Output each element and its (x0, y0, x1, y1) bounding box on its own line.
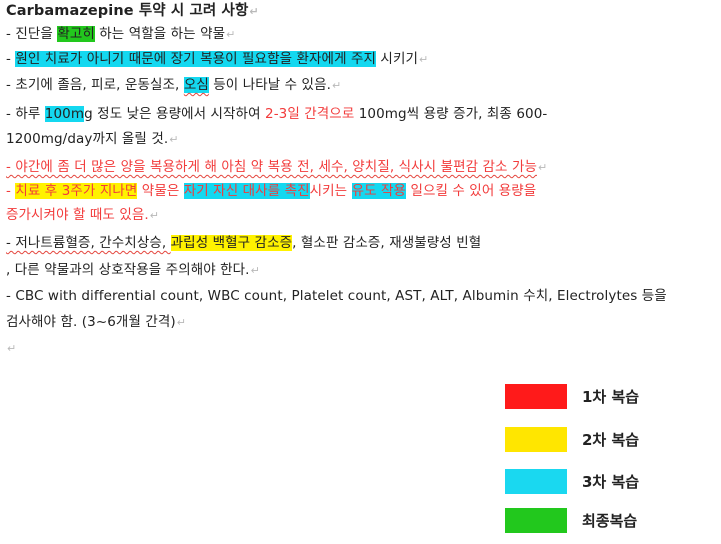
empty-line: ↵ (6, 338, 16, 358)
legend-swatch-cyan (505, 469, 567, 494)
text-run: - 저나트륨혈증, 간수치상승, (6, 235, 171, 251)
document-title: Carbamazepine 투약 시 고려 사항↵ (6, 1, 259, 21)
text-run: 100mg씩 용량 증가, 최종 600- (354, 106, 548, 122)
highlight-third-review: 원인 치료가 아니기 때문에 장기 복용이 필요함을 환자에게 주지 (15, 51, 377, 67)
text-run: 1200mg/day까지 올릴 것. (6, 131, 169, 147)
legend-item-second-review: 2차 복습 (505, 427, 705, 453)
paragraph-mark-icon: ↵ (249, 5, 259, 18)
text-line-side-effects: - 초기에 졸음, 피로, 운동실조, 오심 등이 나타날 수 있음.↵ (6, 75, 341, 95)
text-run: - 하루 (6, 106, 45, 122)
paragraph-mark-icon: ↵ (169, 133, 179, 146)
legend-label: 2차 복습 (582, 431, 640, 449)
highlight-third-review: 자기 자신 대사를 촉진 (183, 183, 310, 199)
text-run: 검사해야 함. (3~6개월 간격) (6, 314, 176, 330)
paragraph-mark-icon: ↵ (332, 79, 342, 92)
paragraph-mark-icon: ↵ (250, 264, 260, 277)
legend-swatch-red (505, 384, 567, 409)
highlight-third-review: 100m (44, 106, 85, 122)
legend-item-first-review: 1차 복습 (505, 384, 705, 410)
highlight-second-review: 과립성 백혈구 감소증 (170, 235, 293, 251)
drug-name: Carbamazepine (6, 3, 134, 19)
paragraph-mark-icon: ↵ (538, 161, 548, 174)
text-line-lab-interval: 검사해야 함. (3~6개월 간격)↵ (6, 312, 186, 332)
title-suffix: 투약 시 고려 사항 (133, 3, 249, 19)
text-line-long-term: - 원인 치료가 아니기 때문에 장기 복용이 필요함을 환자에게 주지 시키기… (6, 49, 428, 69)
legend-label: 최종복습 (582, 512, 638, 530)
text-line-diagnosis: - 진단을 확고히 하는 역할을 하는 약물↵ (6, 24, 235, 44)
legend-label: 3차 복습 (582, 473, 640, 491)
legend-item-final-review: 최종복습 (505, 508, 705, 534)
text-run: , 혈소판 감소증, 재생불량성 빈혈 (292, 235, 482, 251)
red-text-first-review: 약물은 (137, 183, 184, 199)
paragraph-mark-icon: ↵ (226, 28, 236, 41)
text-line-dosage-cont: 1200mg/day까지 올릴 것.↵ (6, 129, 179, 149)
text-line-interactions: , 다른 약물과의 상호작용을 주의해야 한다.↵ (6, 260, 260, 280)
highlight-final-review: 확고히 (57, 26, 95, 42)
text-run: 하는 역할을 하는 약물 (94, 26, 226, 42)
text-run: - (6, 51, 16, 67)
text-line-lab-tests: - CBC with differential count, WBC count… (6, 286, 667, 306)
paragraph-mark-icon: ↵ (7, 342, 17, 355)
text-line-dosage: - 하루 100mg 정도 낮은 용량에서 시작하여 2-3일 간격으로 100… (6, 104, 547, 124)
red-text-first-review: 2-3일 간격으로 (265, 106, 355, 122)
text-line-night-dosing: - 야간에 좀 더 많은 양을 복용하게 해 아침 약 복용 전, 세수, 양치… (6, 157, 547, 177)
text-run: - 초기에 졸음, 피로, 운동실조, (6, 77, 184, 93)
text-run: g 정도 낮은 용량에서 시작하여 (84, 106, 265, 122)
text-run: , 다른 약물과의 상호작용을 주의해야 한다. (6, 262, 250, 278)
legend-swatch-green (505, 508, 567, 533)
text-run: 등이 나타날 수 있음. (208, 77, 331, 93)
paragraph-mark-icon: ↵ (149, 209, 160, 222)
text-line-auto-induction: - 치료 후 3주가 지나면 약물은 자기 자신 대사를 촉진시키는 유도 작용… (6, 181, 536, 201)
red-text-first-review: 시키는 (309, 183, 352, 199)
legend-item-third-review: 3차 복습 (505, 469, 705, 495)
highlight-third-review: 유도 작용 (351, 183, 407, 199)
text-run: 시키기 (376, 51, 418, 67)
red-text-first-review: 증가시켜야 할 때도 있음. (6, 207, 149, 223)
text-run: - CBC with differential count, WBC count… (6, 288, 667, 304)
legend-label: 1차 복습 (582, 388, 640, 406)
highlight-third-review: 오심 (183, 77, 209, 93)
red-text-first-review: 일으킬 수 있어 용량을 (406, 183, 537, 199)
paragraph-mark-icon: ↵ (418, 53, 429, 66)
red-text-first-review: - 야간에 좀 더 많은 양을 복용하게 해 아침 약 복용 전, 세수, 양치… (6, 159, 537, 175)
highlight-second-review: 치료 후 3주가 지나면 (15, 183, 138, 199)
paragraph-mark-icon: ↵ (176, 316, 187, 329)
red-text-first-review: - (6, 183, 16, 199)
text-line-auto-induction-cont: 증가시켜야 할 때도 있음.↵ (6, 205, 159, 225)
text-line-adverse-effects: - 저나트륨혈증, 간수치상승, 과립성 백혈구 감소증, 혈소판 감소증, 재… (6, 233, 481, 253)
legend-swatch-yellow (505, 427, 567, 452)
text-run: - 진단을 (6, 26, 58, 42)
